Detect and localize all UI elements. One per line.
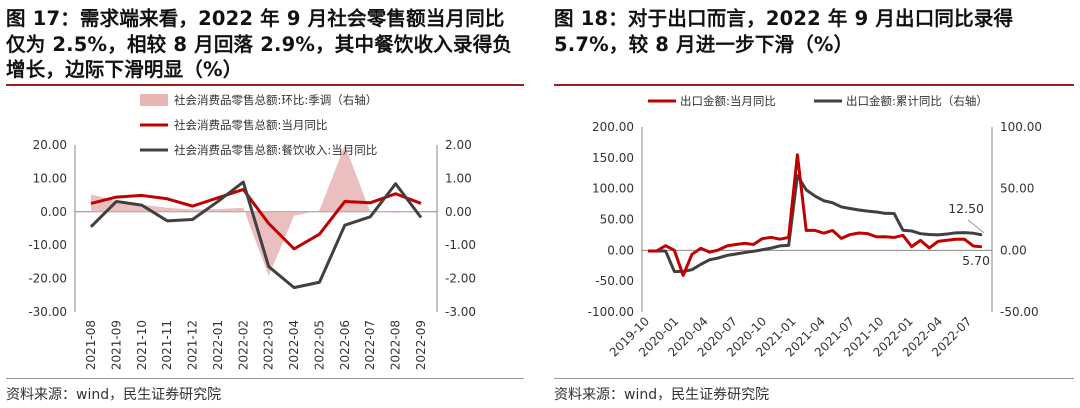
legend-swatch-area <box>140 94 168 106</box>
y-tick-label-right: -1.00 <box>445 238 476 252</box>
legend-label-area: 社会消费品零售总额:环比:季调（右轴） <box>174 93 377 107</box>
title-rule <box>554 84 1074 86</box>
y-tick-label-right: 0.00 <box>445 205 472 219</box>
y-tick-label-left: 0.00 <box>607 243 634 257</box>
y-tick-label-left: -30.00 <box>28 305 67 319</box>
y-tick-label-right: 0.00 <box>1000 243 1027 257</box>
line-series-export-monthly <box>648 153 983 277</box>
chart-left-svg: 20.00 10.00 0.00 -10.00 -20.00 -30.00 2.00 1.00… <box>28 93 476 370</box>
y-tick-label-right: 50.00 <box>1000 182 1034 196</box>
x-tick-label: 2022-09 <box>414 320 428 370</box>
y-tick-label-left: 100.00 <box>592 182 634 196</box>
x-tick-label: 2022-04 <box>287 320 301 370</box>
source-note: 资料来源：wind，民生证券研究院 <box>554 387 770 403</box>
annotation-cumulative-last: 12.50 <box>948 201 984 216</box>
x-tick-label: 2022-02 <box>236 320 250 370</box>
x-tick-label: 2022-01 <box>211 320 225 370</box>
y-tick-label-left: 10.00 <box>33 171 67 185</box>
x-tick-label: 2022-06 <box>338 320 352 370</box>
y-tick-label-right: 100.00 <box>1000 120 1042 134</box>
x-tick-label: 2021-10 <box>135 320 149 370</box>
y-tick-label-left: -20.00 <box>28 272 67 286</box>
chart-right-svg: 200.00 150.00 100.00 50.00 0.00 -50.00 -100.00… <box>588 94 1042 360</box>
x-tick-label: 2022-07 <box>363 320 377 370</box>
x-tick-label: 2022-08 <box>389 320 403 370</box>
annotation-monthly-last: 5.70 <box>962 253 990 268</box>
chart-panel-left: 图 17：需求端来看，2022 年 9 月社会零售额当月同比仅为 2.5%，相较… <box>0 0 530 408</box>
title-rule <box>6 84 524 86</box>
figure-title: 图 17：需求端来看，2022 年 9 月社会零售额当月同比仅为 2.5%，相较… <box>6 7 513 81</box>
x-tick-label: 2022-03 <box>262 320 276 370</box>
y-tick-label-right: 1.00 <box>445 171 472 185</box>
chart-panel-right: 图 18：对于出口而言，2022 年 9 月出口同比录得 5.7%，较 8 月进… <box>548 0 1080 408</box>
x-tick-label: 2022-05 <box>312 320 326 370</box>
legend-label-cumulative: 出口金额:累计同比（右轴） <box>846 94 988 108</box>
source-note: 资料来源：wind，民生证券研究院 <box>6 387 222 403</box>
x-tick-label: 2021-08 <box>84 320 98 370</box>
legend-label-catering: 社会消费品零售总额:餐饮收入:当月同比 <box>174 143 377 157</box>
y-tick-label-left: 20.00 <box>33 138 67 152</box>
x-tick-label: 2021-12 <box>186 320 200 370</box>
line-series-catering-yoy <box>89 180 423 290</box>
y-tick-label-left: 50.00 <box>600 213 634 227</box>
area-series-mom <box>91 145 421 276</box>
y-tick-label-right: -2.00 <box>445 272 476 286</box>
x-tick-label: 2021-09 <box>109 320 123 370</box>
line-series-retail-yoy <box>90 187 422 251</box>
legend-label-monthly: 出口金额:当月同比 <box>680 94 776 108</box>
y-tick-label-right: -3.00 <box>445 305 476 319</box>
y-tick-label-left: -50.00 <box>595 274 634 288</box>
y-tick-label-left: 150.00 <box>592 151 634 165</box>
legend-label-retail: 社会消费品零售总额:当月同比 <box>174 118 327 132</box>
y-tick-label-right: 2.00 <box>445 138 472 152</box>
y-tick-label-right: -50.00 <box>1000 305 1039 319</box>
y-tick-label-left: -10.00 <box>28 238 67 252</box>
line-series-export-cumulative <box>648 174 983 274</box>
source-rule <box>554 378 1074 379</box>
figure-title: 图 18：对于出口而言，2022 年 9 月出口同比录得 5.7%，较 8 月进… <box>554 7 1014 56</box>
x-tick-label: 2021-11 <box>160 320 174 370</box>
y-tick-label-left: 0.00 <box>40 205 67 219</box>
y-tick-label-left: -100.00 <box>588 305 634 319</box>
annotation-leader-cumulative <box>967 219 985 234</box>
source-rule <box>6 378 524 379</box>
y-tick-label-left: 200.00 <box>592 120 634 134</box>
